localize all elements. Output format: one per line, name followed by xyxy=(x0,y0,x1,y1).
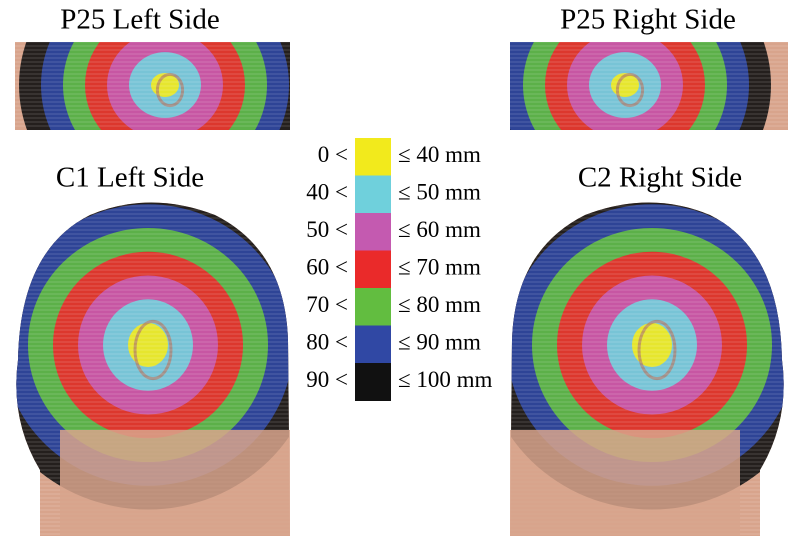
legend-lower: 70 < xyxy=(306,292,348,317)
legend-upper: ≤ 100 mm xyxy=(398,367,493,392)
ear xyxy=(133,319,173,381)
legend-swatch xyxy=(355,250,391,289)
skin-lower xyxy=(510,430,740,536)
legend-upper: ≤ 80 mm xyxy=(398,292,481,317)
skin-lower xyxy=(60,430,290,536)
legend-upper: ≤ 50 mm xyxy=(398,180,481,205)
legend-upper: ≤ 70 mm xyxy=(398,255,481,280)
ear xyxy=(637,319,677,381)
legend-lower: 80 < xyxy=(306,330,348,355)
legend-swatch xyxy=(355,138,391,176)
legend-upper: ≤ 60 mm xyxy=(398,217,481,242)
legend-swatch xyxy=(355,175,391,214)
legend-swatch xyxy=(355,325,391,364)
head xyxy=(510,42,788,130)
legend-swatch xyxy=(355,288,391,326)
legend-swatch xyxy=(355,363,391,401)
legend-lower: 90 < xyxy=(306,367,348,392)
panel-title: C1 Left Side xyxy=(56,162,204,194)
head xyxy=(15,42,290,130)
legend: 0 < ≤ 40 mm 40 < ≤ 50 mm 50 < ≤ 60 mm 60 < ≤ 70… xyxy=(306,138,493,401)
legend-swatch xyxy=(355,213,391,251)
panel-title: C2 Right Side xyxy=(578,162,742,194)
legend-upper: ≤ 90 mm xyxy=(398,330,481,355)
ear xyxy=(155,72,185,108)
legend-upper: ≤ 40 mm xyxy=(398,142,481,167)
ear xyxy=(615,72,645,108)
panel-title: P25 Left Side xyxy=(60,4,220,36)
panel-title: P25 Right Side xyxy=(560,4,736,36)
legend-lower: 0 < xyxy=(318,142,348,167)
legend-lower: 50 < xyxy=(306,217,348,242)
legend-lower: 40 < xyxy=(306,180,348,205)
legend-lower: 60 < xyxy=(306,255,348,280)
